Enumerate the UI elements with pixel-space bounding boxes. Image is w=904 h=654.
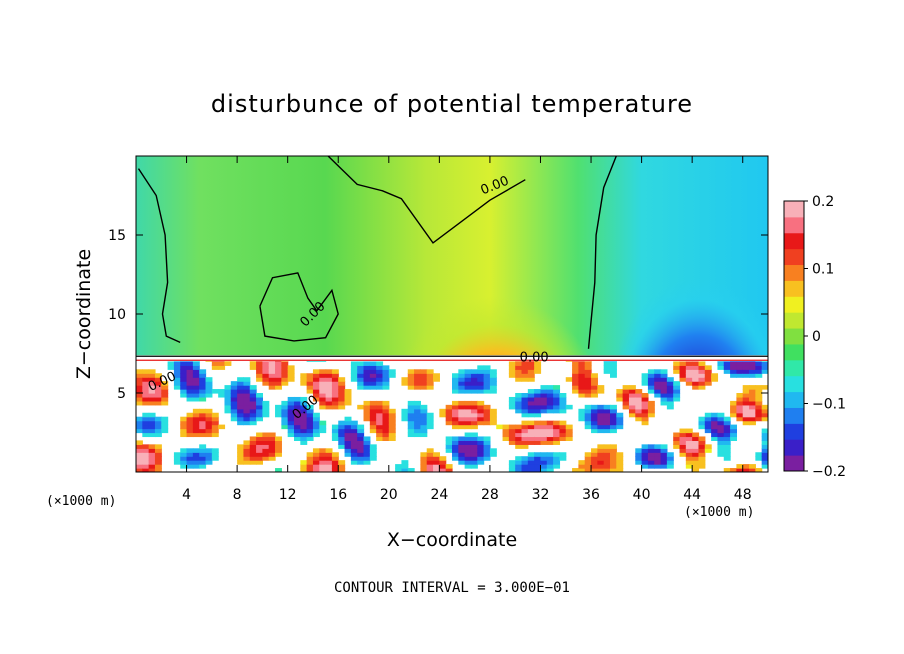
colorbar-swatch [784,232,804,250]
lower-layer-field [136,357,768,472]
contour-interval-note: CONTOUR INTERVAL = 3.000E−01 [334,580,570,596]
x-tick-label: 44 [683,487,701,503]
zero-contour [327,156,526,244]
contour-label: 0.00 [520,350,549,365]
colorbar-tick-label: 0 [812,329,821,345]
interface-band [136,355,768,362]
colorbar-swatch [784,216,804,234]
colorbar-tick-label: 0.2 [812,194,834,210]
x-tick-label: 28 [481,487,499,503]
x-axis-unit: (×1000 m) [684,505,754,520]
x-tick-label: 48 [734,487,752,503]
colorbar-swatch [784,296,804,313]
colorbar-swatch [784,328,804,345]
zero-contour [587,156,617,349]
x-tick-label: 40 [633,487,651,503]
colorbar-swatch [784,248,804,266]
x-axis-label: X−coordinate [387,529,517,551]
colorbar-tick-label: 0.1 [812,262,834,278]
colorbar-swatch [784,391,804,408]
y-axis: 5 10 15 [108,228,768,402]
x-tick-label: 32 [532,487,550,503]
colorbar: 0.2 0.1 0 −0.1 −0.2 [783,194,846,480]
colorbar-tick-label: −0.2 [812,464,846,480]
colorbar-swatch [784,439,804,456]
colorbar-swatch [784,343,804,361]
y-tick-label: 5 [117,386,126,402]
x-tick-label: 4 [182,487,191,503]
colorbar-swatch [784,264,804,281]
colorbar-tick-label: −0.1 [812,397,846,413]
colorbar-swatch [784,375,804,393]
chart-title: disturbunce of potential temperature [211,90,693,118]
colorbar-swatch [784,423,804,440]
zero-contour [259,272,339,342]
y-axis-unit: (×1000 m) [46,494,116,509]
colorbar-swatch [784,280,804,297]
colorbar-swatch [784,312,804,329]
plot-area [136,156,768,472]
y-tick-label: 15 [108,228,126,244]
x-tick-label: 36 [582,487,600,503]
x-tick-label: 12 [279,487,297,503]
x-tick-label: 8 [233,487,242,503]
colorbar-swatch [784,201,804,218]
zero-contour [137,168,181,344]
colorbar-swatch [784,407,804,424]
colorbar-swatch [784,455,804,472]
x-tick-label: 24 [430,487,448,503]
y-tick-label: 10 [108,307,126,323]
y-axis-label: Z−coordinate [73,249,95,379]
x-tick-label: 16 [329,487,347,503]
x-tick-label: 20 [380,487,398,503]
colorbar-swatch [784,359,804,377]
x-axis: 4 8 12 16 20 24 28 32 36 40 44 48 [182,156,752,503]
